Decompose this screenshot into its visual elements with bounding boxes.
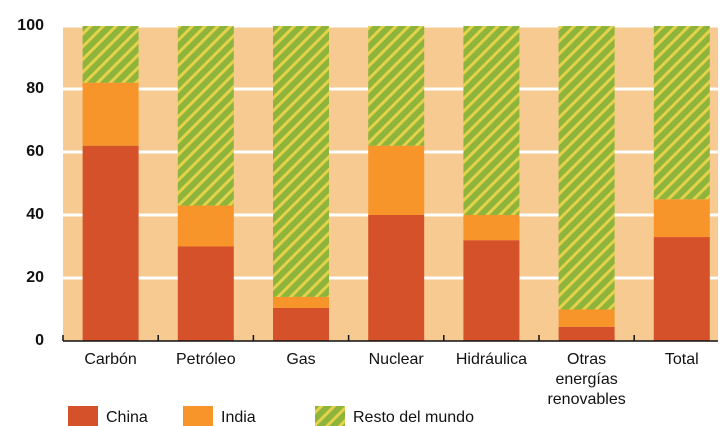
bar-segment [463, 26, 520, 215]
x-tick-label: Carbón [84, 351, 136, 368]
x-tick-label: Total [665, 351, 699, 368]
bar-segment [82, 145, 139, 341]
legend-label: India [221, 409, 256, 426]
legend-label: Resto del mundo [353, 409, 474, 426]
y-tick-label: 60 [26, 143, 44, 160]
legend-swatch [183, 406, 213, 426]
bar-segment [368, 26, 425, 146]
bar-segment [82, 82, 139, 146]
bar-segment [368, 145, 425, 215]
x-tick-label: Otras energías renovables [547, 351, 625, 408]
bar-segment [368, 215, 425, 341]
bar-segment [177, 205, 234, 247]
x-tick-label: Nuclear [369, 351, 425, 368]
bar-segment [273, 26, 329, 297]
bar-segment [273, 296, 329, 308]
x-tick-label: Hidráulica [456, 351, 527, 368]
x-tick-label: Petróleo [176, 351, 236, 368]
bar-segment [177, 246, 234, 341]
legend-swatch [68, 406, 98, 426]
y-tick-label: 80 [26, 80, 44, 97]
bar-segment [273, 307, 329, 341]
x-tick-label: Gas [286, 351, 315, 368]
legend-label: China [106, 409, 148, 426]
bar-segment [177, 26, 234, 206]
bar-segment [463, 215, 520, 241]
bar-segment [82, 26, 139, 83]
bar-segment [653, 199, 710, 238]
bar-segment [558, 26, 615, 310]
y-tick-label: 0 [35, 332, 44, 349]
bar-segment [653, 237, 710, 341]
y-tick-label: 20 [26, 269, 44, 286]
bar-segment [558, 326, 615, 341]
bar-segment [558, 309, 615, 327]
y-tick-label: 100 [17, 17, 44, 34]
bar-segment [653, 26, 710, 200]
y-tick-label: 40 [26, 206, 44, 223]
bar-segment [463, 240, 520, 341]
legend-swatch [315, 406, 345, 426]
